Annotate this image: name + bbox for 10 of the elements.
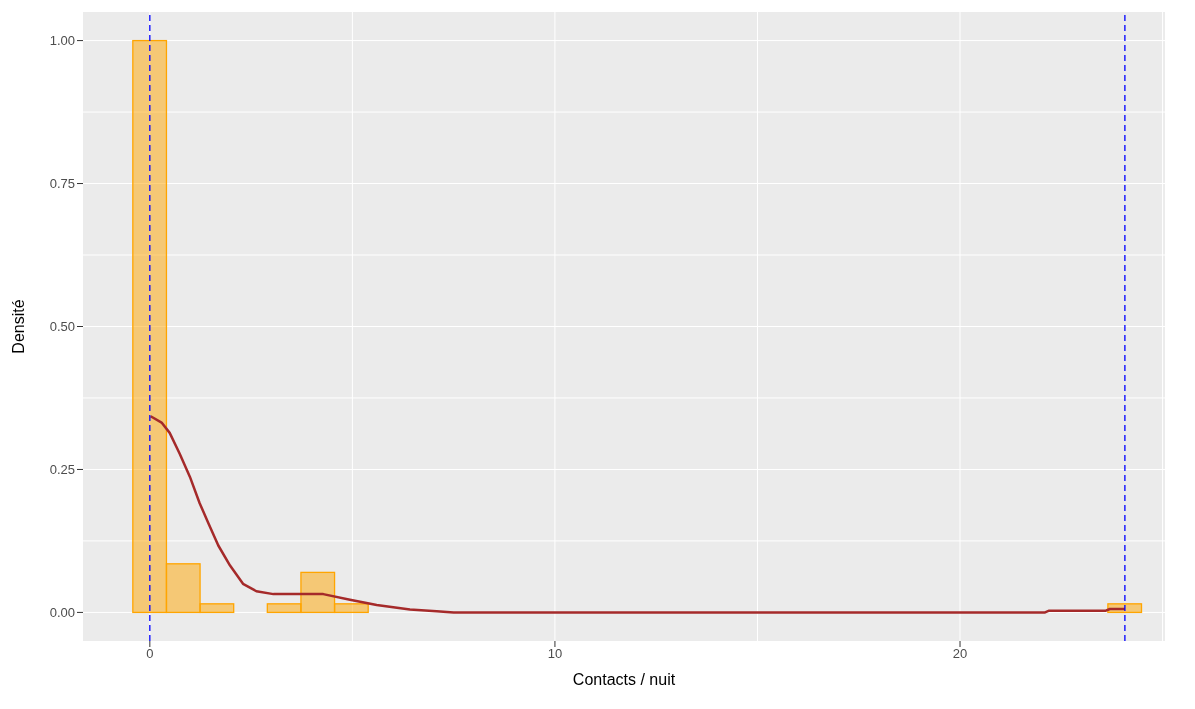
y-tick-label: 0.00 — [49, 605, 75, 621]
y-tick-label: 0.75 — [49, 176, 75, 192]
x-tick-label: 0 — [146, 646, 154, 662]
y-axis-title: Densité — [9, 299, 27, 354]
x-axis-title: Contacts / nuit — [572, 671, 676, 688]
x-tick-label: 20 — [952, 646, 968, 662]
x-tick-label: 10 — [547, 646, 563, 662]
y-tick-label: 0.25 — [49, 462, 75, 478]
y-tick-label: 0.50 — [49, 319, 75, 335]
y-tick-label: 1.00 — [49, 33, 75, 49]
